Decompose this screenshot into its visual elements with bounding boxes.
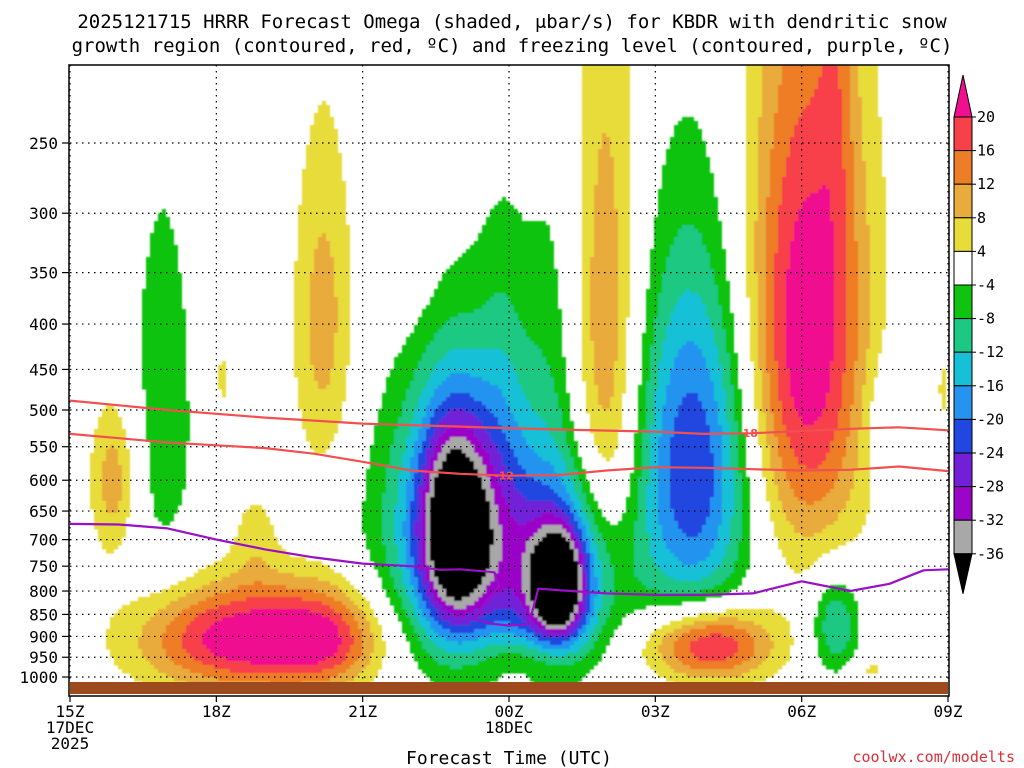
y-tick-label-550: 550 — [29, 438, 58, 457]
colorbar-label-4: 4 — [977, 242, 986, 260]
x-tick-label-15Z: 15Z — [56, 702, 85, 721]
colorbar-band-3 — [953, 183, 973, 219]
colorbar-band-10 — [953, 418, 973, 454]
colorbar-band-6 — [953, 284, 973, 320]
colorbar: 20 16 12 8 4 -4 -8 -12 -16 -20 -24 -28 -32 -36 — [953, 74, 1004, 594]
x-tick-label-17DEC: 17DEC — [46, 718, 94, 737]
y-tick-label-1000: 1000 — [19, 668, 58, 687]
colorbar-label--12: -12 — [977, 343, 1004, 361]
x-tick-label-03Z: 03Z — [641, 702, 670, 721]
contour-dgz-bottom — [69, 432, 949, 477]
colorbar-label--32: -32 — [977, 511, 1004, 529]
credit-text: coolwx.com/modelts — [852, 748, 1015, 766]
x-tick-label-18DEC: 18DEC — [485, 718, 533, 737]
contour-lines: -18 -12 — [69, 399, 949, 627]
colorbar-label--20: -20 — [977, 410, 1004, 428]
y-tick-label-850: 850 — [29, 605, 58, 624]
colorbar-label--24: -24 — [977, 444, 1004, 462]
y-tick-label-650: 650 — [29, 502, 58, 521]
colorbar-label-20: 20 — [977, 108, 995, 126]
y-tick-label-700: 700 — [29, 531, 58, 550]
contour-freezing-level — [69, 522, 949, 627]
colorbar-band-2 — [953, 150, 973, 185]
y-tick-label-250: 250 — [29, 134, 58, 153]
colorbar-band-13 — [953, 519, 973, 555]
x-tick-label-00Z: 00Z — [495, 702, 524, 721]
colorbar-label-8: 8 — [977, 209, 986, 227]
contour-label-dgz-bottom: -12 — [494, 470, 514, 483]
y-axis: 250 300 350 400 450 500 550 600 650 700 750 800 850 9… — [19, 134, 69, 687]
x-axis-title: Forecast Time (UTC) — [406, 748, 612, 768]
ground-strip — [70, 682, 948, 694]
x-tick-label-06Z: 06Z — [787, 702, 816, 721]
x-tick-label-21Z: 21Z — [348, 702, 377, 721]
colorbar-band-9 — [953, 385, 973, 420]
colorbar-label--4: -4 — [977, 276, 995, 294]
y-tick-label-400: 400 — [29, 315, 58, 334]
plot-area: -18 -12 — [68, 64, 950, 697]
colorbar-label--36: -36 — [977, 545, 1004, 563]
colorbar-label--8: -8 — [977, 310, 995, 328]
omega-shaded-field — [90, 65, 946, 686]
colorbar-label-12: 12 — [977, 175, 995, 193]
colorbar-label-16: 16 — [977, 142, 995, 160]
y-tick-label-350: 350 — [29, 264, 58, 283]
contour-dgz-top — [69, 399, 949, 435]
y-tick-label-600: 600 — [29, 471, 58, 490]
colorbar-band-5 — [953, 250, 973, 286]
x-tick-label-09Z: 09Z — [934, 702, 963, 721]
y-tick-label-500: 500 — [29, 401, 58, 420]
colorbar-label--16: -16 — [977, 377, 1004, 395]
y-tick-label-950: 950 — [29, 648, 58, 667]
colorbar-band-bottom — [953, 553, 973, 594]
y-tick-label-750: 750 — [29, 557, 58, 576]
colorbar-band-top — [953, 74, 973, 118]
colorbar-band-4 — [953, 217, 973, 252]
y-tick-label-450: 450 — [29, 360, 58, 379]
x-tick-label-18Z: 18Z — [202, 702, 231, 721]
colorbar-band-7 — [953, 318, 973, 353]
chart-title-line1: 2025121715 HRRR Forecast Omega (shaded, … — [77, 11, 947, 33]
x-tick-label-2025: 2025 — [51, 734, 90, 753]
contour-label-dgz-top: -18 — [738, 427, 758, 440]
colorbar-band-12 — [953, 486, 973, 521]
y-tick-label-900: 900 — [29, 627, 58, 646]
y-tick-label-300: 300 — [29, 204, 58, 223]
colorbar-label--28: -28 — [977, 478, 1004, 496]
colorbar-band-8 — [953, 351, 973, 387]
y-tick-label-800: 800 — [29, 582, 58, 601]
grid-lines — [69, 65, 949, 682]
colorbar-band-1 — [953, 116, 973, 152]
chart-title-line2: growth region (contoured, red, ºC) and f… — [72, 35, 953, 57]
colorbar-band-11 — [953, 452, 973, 488]
